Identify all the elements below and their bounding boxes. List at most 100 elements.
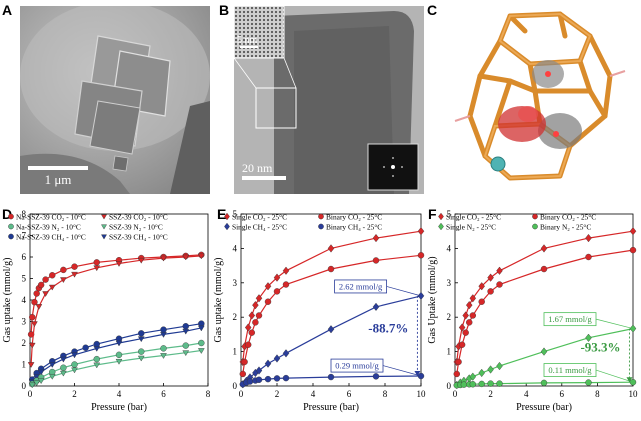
data-point: [629, 227, 637, 236]
panel-b-micrograph: 5 nm 20 nm: [234, 6, 424, 194]
y-tick-label: 8: [22, 209, 27, 219]
data-point: [48, 374, 56, 380]
data-point: [460, 381, 468, 388]
inset-scale-label: 5 nm: [237, 35, 258, 46]
annotation-bottom-value: 0.29 mmol/g: [335, 361, 379, 371]
data-point: [585, 253, 592, 261]
series-line: [31, 342, 202, 385]
legend-entry: Na-SSZ-39 N₂ - 10°C: [16, 223, 81, 232]
y-tick-label: 2: [233, 312, 238, 322]
data-point: [487, 380, 494, 387]
data-point: [37, 281, 45, 289]
data-point: [469, 372, 477, 381]
series-line: [30, 254, 202, 335]
data-point: [282, 374, 290, 382]
legend-entry: Single N₂ - 25°C: [446, 223, 496, 232]
data-point: [182, 342, 189, 349]
y-tick-label: 3: [233, 278, 238, 288]
hrtem-image: 5 nm 20 nm: [234, 6, 424, 194]
data-point: [264, 282, 272, 291]
legend-entry: SSZ-39 CO₂ - 10°C: [109, 213, 168, 222]
data-point: [327, 265, 335, 273]
y-tick-label: 2: [22, 338, 27, 348]
series-na-ssz-39-co2-10-c: [27, 251, 205, 338]
data-point: [465, 301, 473, 310]
data-point: [48, 284, 56, 291]
data-point: [282, 266, 290, 275]
data-point: [48, 362, 56, 368]
legend-entry: Binary CO₂ - 25°C: [326, 213, 382, 222]
x-tick-label: 6: [560, 389, 565, 399]
x-axis-label: Pressure (bar): [516, 402, 572, 413]
data-point: [60, 370, 67, 377]
data-point: [137, 257, 145, 264]
data-point: [478, 282, 485, 291]
legend-marker: [532, 223, 538, 230]
legend-entry: Single CO₂ - 25°C: [446, 213, 501, 222]
data-point: [93, 259, 100, 266]
series-single-co2-25-c: [239, 227, 425, 367]
sodium-cation: [490, 156, 506, 172]
annotation-group: 1.67 mmol/g 0.11 mmol/g -93.3%: [543, 312, 634, 383]
data-point: [372, 373, 380, 380]
data-point: [273, 288, 281, 295]
data-point: [540, 379, 548, 387]
data-point: [466, 319, 473, 326]
data-point: [115, 261, 123, 267]
series-binary-co2-25-c: [239, 252, 425, 378]
legend-entry: Binary CH₄ - 25°C: [326, 223, 382, 232]
annotation-top-value: 1.67 mmol/g: [548, 314, 592, 324]
legend-marker: [438, 212, 444, 221]
platelet-crystals-image: 1 μm: [20, 6, 210, 194]
x-tick-label: 6: [161, 389, 166, 399]
panel-b-label: B: [219, 2, 230, 18]
data-point: [27, 362, 35, 368]
data-point: [458, 341, 466, 348]
data-point: [496, 380, 503, 387]
data-point: [455, 358, 462, 366]
data-point: [478, 368, 485, 378]
data-point: [60, 277, 67, 283]
data-point: [93, 346, 101, 352]
panel-c-label: C: [427, 2, 438, 18]
series-single-ch4-25-c: [239, 291, 425, 389]
data-point: [496, 361, 503, 371]
x-tick-label: 6: [347, 389, 352, 399]
x-tick-label: 8: [383, 389, 388, 399]
legend: Single CO₂ - 25°C Binary CO₂ - 25°C Single…: [438, 213, 596, 232]
data-point: [93, 362, 101, 369]
data-point: [49, 272, 56, 279]
data-point: [273, 354, 281, 363]
legend-marker: [438, 222, 444, 231]
data-point: [540, 244, 548, 253]
data-point: [82, 344, 89, 351]
data-point: [71, 361, 78, 368]
data-point: [60, 356, 67, 363]
data-point: [115, 340, 123, 347]
data-point: [160, 353, 167, 359]
scale-bar-a: [28, 166, 88, 170]
series-single-co2-25-c: [453, 227, 637, 367]
reduction-label: -88.7%: [368, 321, 408, 336]
y-axis-label: Gas uptake (mmol/g): [213, 258, 224, 343]
x-axis-label: Pressure (bar): [303, 402, 359, 413]
data-point: [282, 349, 290, 358]
data-point: [282, 281, 290, 288]
legend-marker: [101, 224, 107, 230]
cage-structure-illustration: [454, 11, 626, 181]
data-point: [37, 378, 45, 385]
data-point: [71, 271, 78, 278]
data-point: [246, 378, 254, 385]
data-point: [327, 244, 335, 253]
data-point: [115, 358, 123, 365]
x-tick-label: 2: [488, 389, 493, 399]
scale-bar-a-label: 1 μm: [45, 172, 72, 187]
data-point: [585, 333, 592, 342]
series-binary-n2-25-c: [453, 379, 637, 389]
data-point: [182, 328, 190, 335]
data-point: [115, 351, 123, 359]
x-tick-label: 10: [629, 389, 639, 399]
data-point: [31, 321, 38, 328]
x-tick-label: 8: [206, 389, 211, 399]
data-point: [273, 273, 281, 282]
